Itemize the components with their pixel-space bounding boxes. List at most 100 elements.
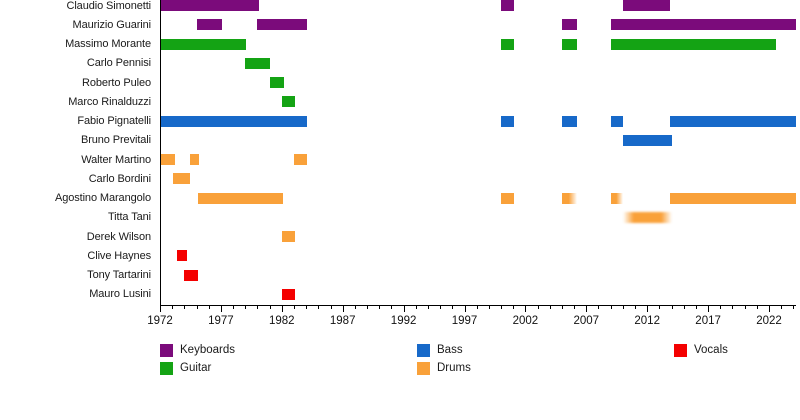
timeline-bar-bass <box>670 115 796 127</box>
axis-year-label: 1972 <box>147 315 173 327</box>
axis-tick-major <box>586 306 588 312</box>
axis-tick-minor <box>415 306 417 309</box>
axis-year-label: 2017 <box>695 315 721 327</box>
axis-tick-major <box>464 306 466 312</box>
axis-tick-minor <box>208 306 210 309</box>
legend-swatch-vocals <box>674 344 687 357</box>
timeline-bar-keyboards <box>610 19 796 31</box>
axis-year-label: 1992 <box>390 315 417 327</box>
timeline-bar-guitar <box>561 38 577 50</box>
member-label: Carlo Pennisi <box>86 57 151 70</box>
axis-tick-minor <box>367 306 369 309</box>
axis-tick-minor <box>561 306 563 309</box>
axis-tick-minor <box>744 306 746 309</box>
member-label: Clive Haynes <box>87 249 151 262</box>
axis-tick-minor <box>184 306 186 309</box>
axis-tick-major <box>403 306 405 312</box>
axis-tick-minor <box>732 306 734 309</box>
timeline-bar-drums <box>501 192 515 204</box>
member-label: Roberto Puleo <box>81 76 151 89</box>
axis-tick-minor <box>391 306 393 309</box>
member-label: Bruno Previtali <box>80 134 151 147</box>
axis-year-label: 1977 <box>208 315 234 327</box>
axis-tick-minor <box>318 306 320 309</box>
timeline-bar-drums <box>281 231 296 243</box>
axis-tick-minor <box>549 306 551 309</box>
member-label: Derek Wilson <box>86 230 151 243</box>
axis-tick-major <box>769 306 770 312</box>
axis-tick-minor <box>598 306 600 309</box>
timeline-bar-keyboards <box>501 0 515 12</box>
timeline-bar-keyboards <box>561 19 577 31</box>
axis-tick-minor <box>488 306 490 309</box>
axis-tick-minor <box>269 306 271 309</box>
x-axis-line <box>160 305 796 306</box>
member-label: Mauro Lusini <box>89 288 151 301</box>
axis-tick-minor <box>671 306 673 309</box>
axis-tick-minor <box>635 306 637 309</box>
axis-tick-minor <box>501 306 503 309</box>
axis-tick-minor <box>427 306 429 309</box>
timeline-bar-drums <box>197 192 283 204</box>
axis-year-label: 1987 <box>329 315 356 327</box>
axis-tick-minor <box>354 306 356 309</box>
timeline-bar-keyboards <box>257 19 308 31</box>
axis-tick-minor <box>720 306 722 309</box>
timeline-bar-vocals <box>184 269 198 281</box>
member-label: Tony Tartarini <box>87 269 151 281</box>
axis-tick-minor <box>574 306 576 309</box>
timeline-bar-bass <box>501 115 515 127</box>
axis-year-label: 2002 <box>512 315 539 327</box>
axis-tick-minor <box>293 306 295 309</box>
member-label: Massimo Morante <box>65 38 151 50</box>
axis-tick-minor <box>306 306 308 309</box>
timeline-bar-bass <box>561 115 577 127</box>
axis-tick-minor <box>452 306 454 309</box>
axis-tick-major <box>220 306 222 312</box>
timeline-bar-drums <box>561 192 577 204</box>
axis-year-label: 1997 <box>451 315 478 327</box>
member-label: Claudio Simonetti <box>66 0 151 12</box>
member-label: Titta Tani <box>107 211 151 224</box>
axis-tick-minor <box>330 306 332 309</box>
legend-label: Bass <box>437 344 463 356</box>
timeline-bar-vocals <box>177 250 187 262</box>
member-label: Fabio Pignatelli <box>77 115 151 127</box>
axis-tick-major <box>281 306 283 312</box>
axis-year-label: 1982 <box>269 315 295 327</box>
timeline-bar-drums <box>190 154 199 166</box>
axis-tick-minor <box>793 306 795 309</box>
y-axis-line <box>160 0 161 305</box>
member-label: Walter Martino <box>81 153 151 166</box>
timeline-bar-guitar <box>281 96 296 108</box>
member-label: Carlo Bordini <box>88 172 151 185</box>
axis-tick-minor <box>622 306 624 309</box>
timeline-bar-drums <box>160 154 175 166</box>
timeline-bar-guitar <box>501 38 515 50</box>
axis-tick-minor <box>537 306 539 309</box>
axis-tick-minor <box>476 306 478 309</box>
timeline-bar-keyboards <box>160 0 259 12</box>
legend-label: Vocals <box>694 344 728 356</box>
axis-tick-major <box>708 306 710 312</box>
timeline-bar-drums <box>622 211 672 223</box>
timeline-bar-drums <box>173 173 191 185</box>
timeline-bar-guitar <box>160 38 247 50</box>
axis-tick-major <box>160 306 161 312</box>
axis-tick-minor <box>610 306 612 309</box>
axis-year-label: 2022 <box>756 315 782 327</box>
timeline-bar-guitar <box>245 57 270 69</box>
axis-tick-major <box>647 306 649 312</box>
timeline-bar-drums <box>670 192 796 204</box>
member-label: Agostino Marangolo <box>54 192 151 204</box>
axis-tick-minor <box>440 306 442 309</box>
legend-label: Guitar <box>180 361 212 374</box>
timeline-bar-keyboards <box>196 19 223 31</box>
legend-label: Keyboards <box>180 344 235 356</box>
axis-tick-minor <box>659 306 661 309</box>
axis-tick-minor <box>245 306 247 309</box>
axis-tick-major <box>342 306 344 312</box>
timeline-bar-vocals <box>281 288 296 300</box>
axis-tick-minor <box>257 306 259 309</box>
axis-tick-minor <box>781 306 783 309</box>
